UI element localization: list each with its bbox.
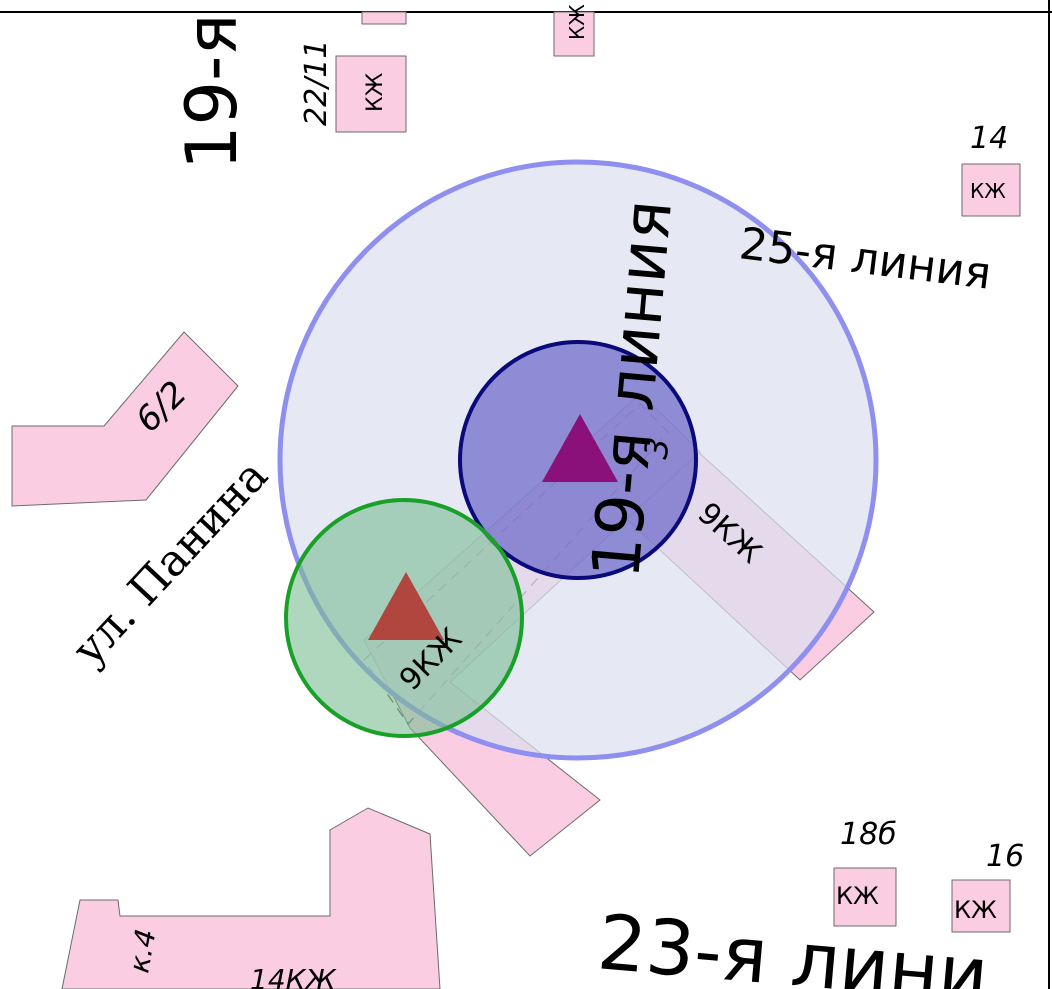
building-22-11 (335, 55, 407, 133)
tag-kzh-18b: КЖ (836, 882, 879, 910)
tag-kzh-14: КЖ (970, 179, 1006, 203)
building-bottom-left (61, 807, 441, 989)
street-19-top: 19-я (171, 14, 253, 170)
house-number-k4: к.4 (122, 927, 162, 976)
house-number-16: 16 (986, 839, 1024, 874)
house-number-14kzh: 14КЖ (250, 963, 338, 989)
building-14 (961, 163, 1021, 217)
street-23: 23-я лини (594, 897, 991, 989)
building-16 (951, 879, 1011, 933)
triangle-purple-icon[interactable] (542, 414, 618, 482)
building-6-2 (11, 331, 239, 507)
tag-kzh-top: КЖ (565, 4, 589, 40)
tag-kzh-22-11: КЖ (363, 72, 388, 112)
building-18b (833, 867, 897, 927)
house-number-22-11: 22/11 (299, 40, 334, 126)
building-top-1 (361, 11, 407, 25)
house-number-14: 14 (970, 121, 1008, 156)
house-number-18b: 18б (840, 817, 897, 852)
tag-kzh-16: КЖ (954, 896, 997, 924)
triangle-red-icon[interactable] (368, 572, 444, 640)
building-top-2 (553, 11, 595, 57)
